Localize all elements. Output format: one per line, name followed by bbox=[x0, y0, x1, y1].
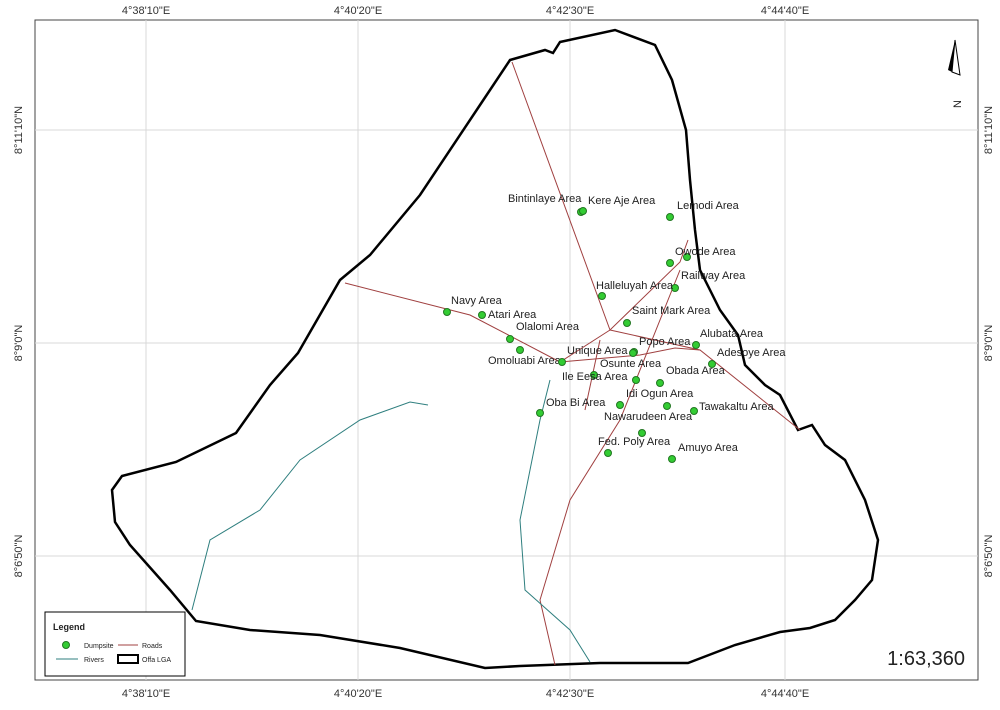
site-label: Railway Area bbox=[681, 270, 746, 282]
site-label: Adesoye Area bbox=[717, 347, 786, 359]
dumpsite bbox=[536, 409, 544, 417]
site-label: Bintinlaye Area bbox=[508, 193, 582, 205]
dumpsite bbox=[683, 253, 691, 261]
dumpsite bbox=[656, 379, 664, 387]
x-coord-label: 4°42'30"E bbox=[546, 5, 594, 17]
legend-symbol bbox=[62, 641, 70, 649]
dumpsite bbox=[478, 311, 486, 319]
x-coord-label: 4°38'10"E bbox=[122, 688, 170, 700]
site-label: Olalomi Area bbox=[516, 321, 580, 333]
site-label: Alubata Area bbox=[700, 328, 764, 340]
dumpsite bbox=[638, 429, 646, 437]
north-label: N bbox=[952, 100, 964, 108]
site-label: Fed. Poly Area bbox=[598, 436, 671, 448]
legend: Legend Dumpsite Roads Rivers Offa LGA bbox=[44, 611, 186, 677]
legend-title: Legend bbox=[53, 622, 85, 632]
dumpsite bbox=[629, 349, 637, 357]
dumpsite bbox=[671, 284, 679, 292]
legend-item: Offa LGA bbox=[142, 657, 171, 664]
dumpsite bbox=[632, 376, 640, 384]
legend-symbol bbox=[117, 654, 139, 664]
y-coord-label: 8°11'10"N bbox=[983, 106, 995, 154]
site-label: Unique Area bbox=[567, 345, 628, 357]
dumpsite bbox=[443, 308, 451, 316]
dumpsite bbox=[616, 401, 624, 409]
legend-item: Rivers bbox=[84, 657, 104, 664]
dumpsite bbox=[604, 449, 612, 457]
dumpsite bbox=[623, 319, 631, 327]
site-label: Ile Eesa Area bbox=[562, 371, 628, 383]
legend-item: Dumpsite bbox=[84, 643, 114, 650]
x-coord-label: 4°38'10"E bbox=[122, 5, 170, 17]
site-label: Idi Ogun Area bbox=[626, 388, 694, 400]
site-label: Oba Bi Area bbox=[546, 397, 606, 409]
site-label: Atari Area bbox=[488, 309, 537, 321]
x-coord-label: 4°42'30"E bbox=[546, 688, 594, 700]
site-label: Amuyo Area bbox=[678, 442, 739, 454]
x-coord-label: 4°40'20"E bbox=[334, 5, 382, 17]
site-label: Lemodi Area bbox=[677, 200, 740, 212]
x-coord-label: 4°40'20"E bbox=[334, 688, 382, 700]
graticule bbox=[35, 20, 978, 680]
x-coord-label: 4°44'40"E bbox=[761, 688, 809, 700]
scale-text: 1:63,360 bbox=[887, 648, 965, 670]
dumpsite bbox=[692, 341, 700, 349]
y-coord-label: 8°9'0"N bbox=[13, 325, 25, 362]
lga-boundary bbox=[110, 28, 880, 670]
y-coord-label: 8°6'50"N bbox=[13, 535, 25, 578]
dumpsite bbox=[598, 292, 606, 300]
dumpsite bbox=[558, 358, 566, 366]
site-label: Halleluyah Area bbox=[596, 280, 674, 292]
x-coord-label: 4°44'40"E bbox=[761, 5, 809, 17]
site-label: Tawakaltu Area bbox=[699, 401, 774, 413]
dumpsite bbox=[668, 455, 676, 463]
dumpsite bbox=[708, 360, 716, 368]
dumpsite bbox=[590, 371, 598, 379]
north-arrow: N bbox=[948, 39, 964, 108]
dumpsite bbox=[506, 335, 514, 343]
site-label: Navy Area bbox=[451, 295, 503, 307]
dumpsite bbox=[666, 259, 674, 267]
legend-item: Roads bbox=[142, 643, 163, 650]
dumpsite bbox=[690, 407, 698, 415]
dumpsite bbox=[663, 402, 671, 410]
dumpsite bbox=[516, 346, 524, 354]
site-label: Owode Area bbox=[675, 246, 736, 258]
dumpsite bbox=[579, 207, 587, 215]
site-label: Obada Area bbox=[666, 365, 726, 377]
y-coord-label: 8°6'50"N bbox=[983, 535, 995, 578]
site-label: Popo Area bbox=[639, 336, 691, 348]
map-frame bbox=[34, 19, 979, 681]
site-label: Osunte Area bbox=[600, 358, 662, 370]
dumpsite bbox=[666, 213, 674, 221]
site-label: Omoluabi Area bbox=[488, 355, 562, 367]
site-label: Nawarudeen Area bbox=[604, 411, 693, 423]
y-coord-label: 8°11'10"N bbox=[13, 106, 25, 154]
site-label: Saint Mark Area bbox=[632, 305, 711, 317]
site-label: Kere Aje Area bbox=[588, 195, 656, 207]
y-coord-label: 8°9'0"N bbox=[983, 325, 995, 362]
rivers bbox=[191, 379, 591, 663]
